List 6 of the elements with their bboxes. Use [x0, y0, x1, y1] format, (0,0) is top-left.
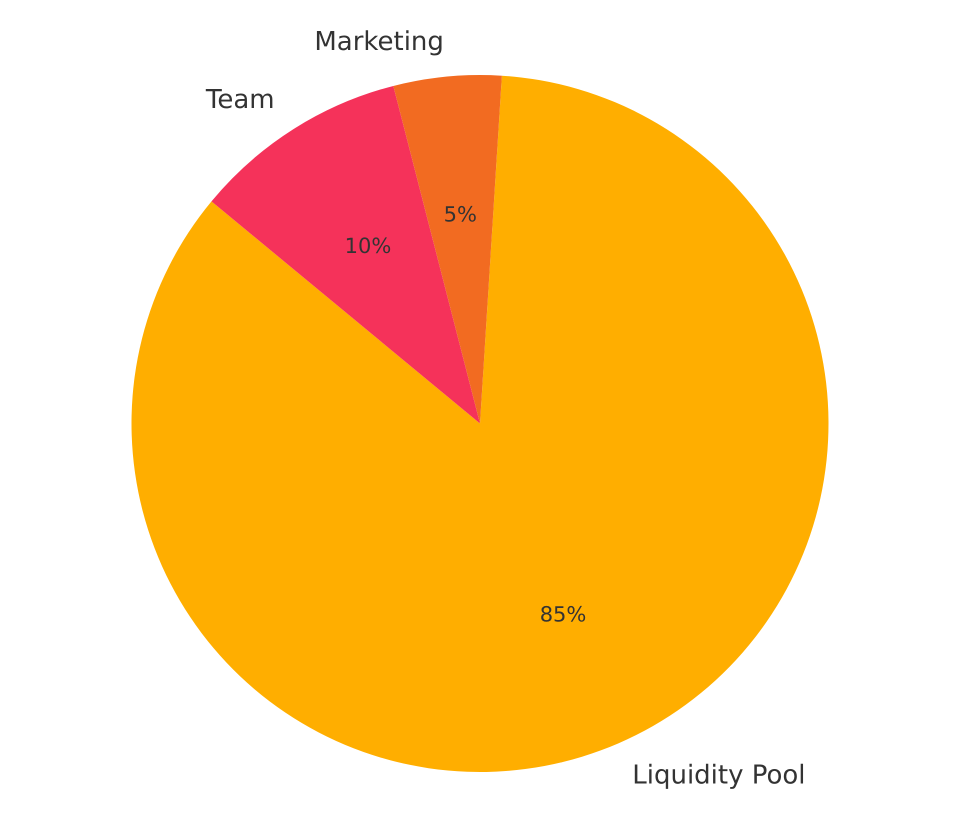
slice-label: Liquidity Pool [632, 760, 806, 790]
slice-label: Team [204, 84, 275, 115]
data-label: 5% [444, 202, 477, 226]
data-label: 85% [540, 602, 586, 626]
slice-label: Marketing [314, 26, 444, 57]
data-label: 10% [344, 234, 392, 258]
